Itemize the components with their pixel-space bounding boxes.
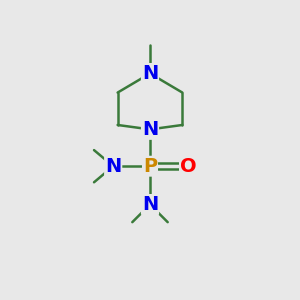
Text: O: O: [180, 157, 196, 176]
Text: N: N: [142, 64, 158, 83]
Text: P: P: [143, 157, 157, 176]
Text: N: N: [142, 195, 158, 214]
Text: N: N: [142, 120, 158, 139]
Text: N: N: [105, 157, 121, 176]
